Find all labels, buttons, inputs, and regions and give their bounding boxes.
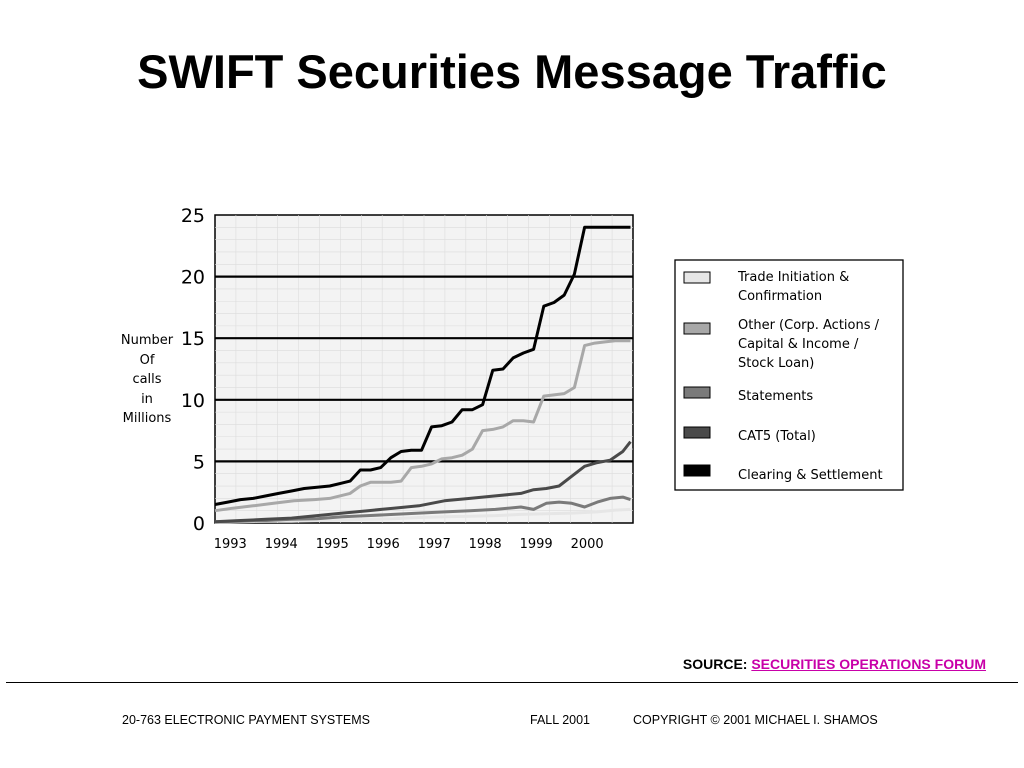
series-line (214, 495, 631, 524)
legend-swatch (683, 426, 711, 439)
series-line (214, 339, 631, 513)
y-axis-label-line: Millions (122, 411, 172, 426)
y-tick-label: 0 (193, 513, 205, 535)
footer-copyright: COPYRIGHT © 2001 MICHAEL I. SHAMOS (633, 713, 878, 727)
legend-swatch (683, 271, 711, 284)
x-tick-label: 1999 (520, 537, 553, 552)
x-tick-label: 1997 (418, 537, 451, 552)
legend-swatch (683, 464, 711, 477)
y-axis-label-line: Number (120, 333, 174, 348)
x-tick-label: 1995 (316, 537, 349, 552)
y-tick-label: 10 (181, 390, 205, 412)
series-line (214, 440, 632, 524)
footer-divider (6, 682, 1018, 683)
y-tick-label: 5 (193, 451, 205, 473)
x-tick-label: 1998 (469, 537, 502, 552)
series-line (214, 507, 631, 524)
legend-swatch (683, 386, 711, 399)
y-axis-label: Number Of calls in Millions (110, 331, 184, 429)
legend-box (674, 259, 904, 491)
source-credit: SOURCE: SECURITIES OPERATIONS FORUM (683, 656, 986, 672)
legend-label: Statements (738, 389, 813, 404)
source-link[interactable]: SECURITIES OPERATIONS FORUM (751, 656, 986, 672)
legend-swatch (683, 322, 711, 335)
legend-label: Clearing & Settlement (738, 468, 883, 483)
slide-title: SWIFT Securities Message Traffic (137, 45, 887, 98)
y-tick-label: 15 (181, 328, 205, 350)
y-tick-label: 20 (181, 267, 205, 289)
x-tick-label: 2000 (571, 537, 604, 552)
legend-label: Trade Initiation & Confirmation (737, 270, 849, 304)
legend-label: CAT5 (Total) (738, 429, 816, 444)
y-axis-label-line: Of (139, 352, 155, 368)
footer-term: FALL 2001 (530, 713, 591, 727)
y-axis-label-line: in (141, 391, 153, 407)
legend-label: Other (Corp. Actions / Capital & Income /… (738, 318, 880, 371)
footer-course: 20-763 ELECTRONIC PAYMENT SYSTEMS (122, 713, 370, 727)
x-tick-label: 1993 (214, 537, 247, 552)
y-axis-label-line: calls (132, 372, 162, 387)
series-line (214, 225, 631, 506)
source-label: SOURCE: (682, 656, 748, 672)
x-tick-label: 1996 (367, 537, 400, 552)
x-tick-label: 1994 (265, 537, 298, 552)
y-tick-label: 25 (181, 205, 205, 227)
